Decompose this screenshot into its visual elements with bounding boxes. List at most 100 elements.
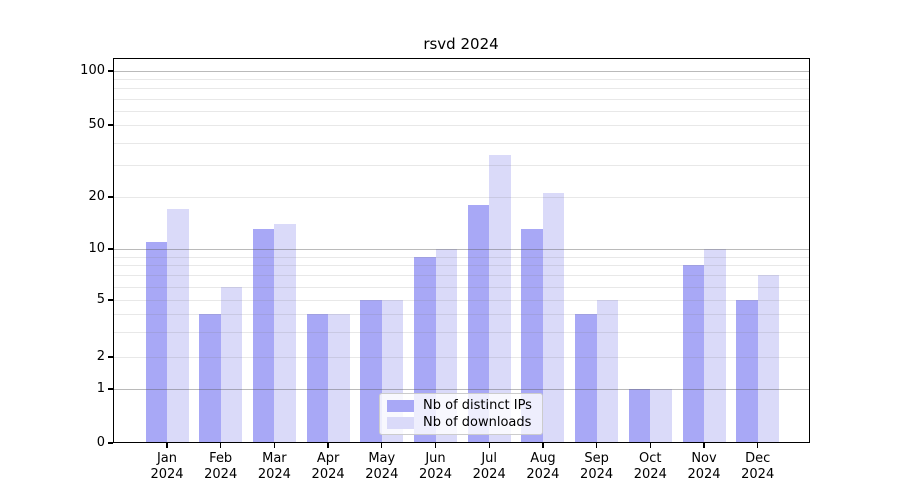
bar-distinct-ips-oct [628, 389, 651, 443]
x-tick-month: Feb [209, 451, 233, 466]
gridline-major [113, 71, 810, 72]
x-tick-mark [703, 443, 705, 448]
bar-distinct-ips-dec [736, 300, 758, 443]
x-tick-label: Jan 2024 [135, 451, 199, 483]
x-tick-mark [327, 443, 329, 448]
x-tick-label: Jun 2024 [404, 451, 468, 483]
gridline-minor [113, 265, 810, 267]
legend-item-distinct-ips: Nb of distinct IPs [387, 398, 532, 413]
x-tick-label: Sep 2024 [565, 451, 629, 483]
bar-downloads-apr [328, 313, 350, 443]
gridline-minor [113, 142, 810, 144]
gridline-minor [113, 256, 810, 258]
x-tick-month: Apr [316, 451, 340, 466]
gridline-minor [113, 88, 810, 90]
x-tick-year: 2024 [204, 467, 238, 482]
x-tick-year: 2024 [418, 467, 453, 482]
x-tick-month: Nov [691, 451, 717, 466]
gridline-minor [113, 357, 810, 358]
x-tick-mark [488, 443, 490, 448]
x-tick-mark [381, 443, 383, 448]
y-tick-mark [108, 356, 113, 358]
y-tick-mark [108, 388, 113, 390]
x-tick-year: 2024 [150, 467, 184, 482]
gridline-minor [113, 98, 810, 100]
gridline-minor [113, 110, 810, 112]
bar-distinct-ips-aug [521, 229, 543, 443]
x-tick-label: Dec 2024 [726, 451, 790, 483]
bar-distinct-ips-mar [252, 229, 275, 443]
bar-distinct-ips-may [360, 300, 382, 443]
x-tick-mark [434, 443, 437, 448]
chart-title: rsvd 2024 [423, 35, 499, 53]
y-tick-label: 0 [96, 435, 105, 450]
gridline-major [113, 249, 810, 250]
y-tick-mark [108, 70, 113, 72]
legend-swatch-distinct-ips [387, 399, 414, 412]
bar-distinct-ips-feb [199, 313, 221, 443]
y-tick-mark [108, 299, 113, 301]
x-tick-year: 2024 [687, 467, 721, 482]
y-tick-label: 10 [88, 241, 105, 256]
x-tick-month: Jan [156, 451, 178, 466]
y-tick-mark [108, 124, 113, 126]
x-tick-month: Jun [425, 451, 446, 466]
x-tick-year: 2024 [633, 467, 667, 482]
x-tick-year: 2024 [472, 467, 506, 482]
y-tick-mark [108, 196, 113, 198]
gridline-minor [113, 197, 810, 198]
x-tick-mark [273, 443, 276, 448]
x-tick-month: May [368, 451, 396, 466]
y-tick-label: 100 [80, 63, 105, 78]
x-tick-label: Feb 2024 [189, 451, 253, 483]
bar-distinct-ips-nov [682, 265, 704, 443]
y-tick-label: 1 [96, 381, 105, 396]
bar-distinct-ips-apr [306, 313, 329, 443]
gridline-minor [113, 300, 810, 301]
x-tick-mark [757, 443, 759, 448]
x-tick-label: Aug 2024 [511, 451, 575, 483]
bar-downloads-aug [542, 193, 565, 443]
x-tick-label: Apr 2024 [296, 451, 360, 483]
gridline-major [113, 389, 810, 390]
bar-distinct-ips-jan [145, 241, 167, 443]
x-tick-mark [220, 443, 222, 448]
x-tick-mark [649, 443, 651, 448]
x-tick-label: Oct 2024 [618, 451, 682, 483]
legend-item-downloads: Nb of downloads [387, 415, 532, 430]
legend-swatch-downloads [387, 416, 414, 429]
x-tick-year: 2024 [365, 467, 399, 482]
gridline-minor [113, 125, 810, 126]
legend: Nb of distinct IPs Nb of downloads [379, 393, 543, 435]
x-tick-month: Jul [481, 451, 498, 466]
gridline-minor [113, 313, 810, 315]
x-tick-year: 2024 [741, 467, 775, 482]
x-tick-mark [166, 443, 168, 448]
bar-distinct-ips-jul [467, 204, 490, 443]
x-tick-year: 2024 [257, 467, 291, 482]
bar-downloads-mar [274, 223, 296, 443]
gridline-minor [113, 79, 810, 81]
x-tick-mark [542, 443, 544, 448]
x-tick-label: Mar 2024 [242, 451, 306, 483]
x-tick-year: 2024 [311, 467, 345, 482]
x-tick-month: Aug [530, 451, 556, 466]
bar-distinct-ips-sep [575, 313, 597, 443]
x-tick-month: Mar [262, 451, 287, 466]
x-tick-label: Jul 2024 [457, 451, 521, 483]
y-tick-label: 20 [88, 189, 105, 204]
bar-downloads-oct [650, 389, 672, 443]
y-tick-label: 5 [96, 292, 105, 307]
legend-label-distinct-ips: Nb of distinct IPs [423, 398, 532, 413]
y-tick-label: 2 [96, 349, 105, 364]
legend-label-downloads: Nb of downloads [423, 415, 532, 430]
x-tick-month: Oct [639, 451, 662, 466]
x-tick-month: Dec [745, 451, 771, 466]
y-tick-mark [108, 442, 113, 444]
bar-downloads-jan [167, 209, 189, 443]
gridline-minor [113, 331, 810, 333]
x-tick-label: May 2024 [350, 451, 414, 483]
bar-downloads-jul [489, 155, 511, 443]
bar-downloads-feb [220, 286, 243, 443]
